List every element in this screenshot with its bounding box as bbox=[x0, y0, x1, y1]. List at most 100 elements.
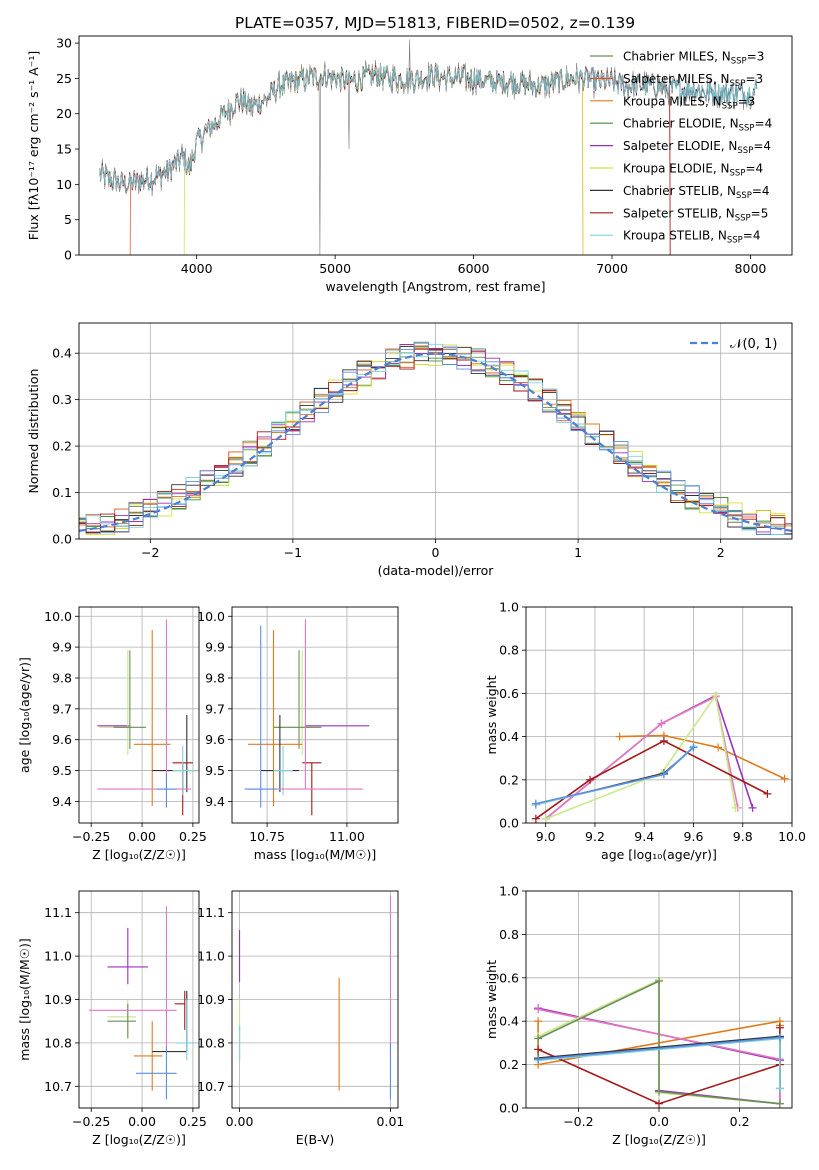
y-tick-label: 0.0 bbox=[52, 532, 72, 547]
y-axis-label: mass [log₁₀(M/M☉)] bbox=[17, 938, 32, 1060]
legend-nssp: =5 bbox=[751, 206, 769, 220]
y-axis-label: age [log₁₀(age/yr)] bbox=[17, 657, 32, 773]
x-axis-label: Z [log₁₀(Z/Z☉)] bbox=[92, 847, 186, 862]
weight-series-line bbox=[619, 734, 785, 780]
model-spectrum-line bbox=[99, 64, 584, 255]
y-tick-label: 0.1 bbox=[52, 485, 72, 500]
y-tick-label: 9.4 bbox=[52, 794, 72, 809]
x-tick-label: 9.4 bbox=[634, 829, 654, 844]
charts-layer: 4000 5000 6000 7000 8000051015202530waveleng… bbox=[17, 35, 806, 1147]
x-axis-label: mass [log₁₀(M/M☉)] bbox=[254, 847, 376, 862]
y-tick-label: 11.1 bbox=[197, 905, 225, 920]
histogram-step bbox=[79, 345, 792, 528]
x-tick-label: −1 bbox=[284, 545, 302, 560]
weight-series-line bbox=[535, 745, 695, 806]
y-tick-label: 9.8 bbox=[205, 670, 225, 685]
y-tick-label: 10.0 bbox=[44, 609, 72, 624]
weight-vs-age-panel: 9.0 9.2 9.4 9.6 9.8 10.0 0.0 0.2 0.4 0.6 0.8 1.0 age… bbox=[484, 600, 806, 863]
x-axis-label: (data-model)/error bbox=[378, 563, 495, 578]
x-tick-label: 0.01 bbox=[377, 1114, 405, 1129]
legend-nssp: =3 bbox=[747, 50, 765, 64]
y-tick-label: 0.4 bbox=[499, 1014, 519, 1029]
weight-series-line bbox=[535, 746, 695, 805]
y-tick-label: 0.2 bbox=[499, 1057, 519, 1072]
spectrum-panel: 4000 5000 6000 7000 8000 0 5 10 15 20 25 30 waveleng… bbox=[26, 35, 793, 294]
legend-nssp: =3 bbox=[745, 72, 763, 86]
x-tick-label: 1 bbox=[574, 545, 582, 560]
y-tick-label: 11.0 bbox=[44, 949, 72, 964]
x-tick-label: 6000 bbox=[458, 261, 490, 276]
y-tick-label: 0.4 bbox=[499, 729, 519, 744]
residuals-panel: −2 −1 0 1 2 0.0 0.1 0.2 0.3 0.4 (data-model)/error… bbox=[26, 322, 793, 578]
x-tick-label: 7000 bbox=[596, 261, 628, 276]
errorbar-points bbox=[89, 906, 197, 1100]
mass-vs-Z-panel: −0.25 0.00 0.25 10.7 10.8 10.9 11.0 11.1 Z [log₁… bbox=[17, 890, 207, 1147]
axes-frame bbox=[231, 890, 399, 1109]
legend-subscript: SSP bbox=[730, 169, 746, 179]
y-tick-label: 10.8 bbox=[197, 1035, 225, 1050]
y-tick-label: 9.7 bbox=[205, 701, 225, 716]
y-tick-label: 9.6 bbox=[205, 732, 225, 747]
legend-label: Kroupa STELIB, NSSP=4 bbox=[623, 229, 761, 246]
legend-label: Chabrier ELODIE, NSSP=4 bbox=[623, 117, 772, 134]
x-tick-label: 9.8 bbox=[733, 829, 753, 844]
legend-subscript: SSP bbox=[735, 213, 751, 223]
legend-subscript: SSP bbox=[737, 146, 753, 156]
legend-model-name: Kroupa MILES, N bbox=[623, 94, 722, 108]
weight-series-line bbox=[545, 695, 739, 820]
y-tick-label: 0.6 bbox=[499, 686, 519, 701]
legend-model-name: Kroupa ELODIE, N bbox=[623, 162, 730, 176]
legend-model-name: Chabrier STELIB, N bbox=[623, 184, 736, 198]
y-tick-label: 30 bbox=[56, 36, 72, 51]
y-tick-label: 10 bbox=[56, 177, 72, 192]
legend-label: Salpeter MILES, NSSP=3 bbox=[623, 72, 763, 89]
y-tick-label: 25 bbox=[56, 71, 72, 86]
legend-nssp: =4 bbox=[743, 229, 761, 243]
legend-subscript: SSP bbox=[730, 79, 746, 89]
y-tick-label: 9.6 bbox=[52, 732, 72, 747]
figure-title: PLATE=0357, MJD=51813, FIBERID=0502, z=0… bbox=[235, 14, 635, 32]
axes-frame bbox=[78, 890, 200, 1109]
axes-frame bbox=[525, 606, 793, 824]
legend-label: Kroupa ELODIE, NSSP=4 bbox=[623, 162, 763, 179]
legend-label: 𝒩(0, 1) bbox=[730, 337, 777, 352]
x-tick-label: 0 bbox=[432, 545, 440, 560]
x-tick-label: 0.0 bbox=[649, 1114, 669, 1129]
y-tick-label: 9.7 bbox=[52, 701, 72, 716]
weight-vs-Z-panel: −0.2 0.0 0.2 0.0 0.2 0.4 0.6 0.8 1.0 Z [log₁₀(Z/Z… bbox=[484, 884, 793, 1147]
y-tick-label: 9.5 bbox=[205, 763, 225, 778]
x-tick-label: 0.00 bbox=[128, 1114, 156, 1129]
x-axis-label: Z [log₁₀(Z/Z☉)] bbox=[612, 1132, 706, 1147]
histogram-lines bbox=[79, 341, 792, 535]
x-axis-label: wavelength [Angstrom, rest frame] bbox=[325, 279, 545, 294]
x-tick-label: −2 bbox=[141, 545, 159, 560]
y-axis-label: mass weight bbox=[484, 960, 499, 1039]
x-tick-label: 0.00 bbox=[128, 829, 156, 844]
histogram-step bbox=[79, 343, 792, 535]
legend-subscript: SSP bbox=[736, 191, 752, 201]
errorbar-points bbox=[97, 619, 197, 816]
legend-label: Chabrier STELIB, NSSP=4 bbox=[623, 184, 770, 201]
y-tick-label: 20 bbox=[56, 106, 72, 121]
legend-nssp: =3 bbox=[738, 94, 756, 108]
y-axis-label: Flux [fλ10⁻¹⁷ erg cm⁻² s⁻¹ A⁻¹] bbox=[26, 51, 41, 240]
x-tick-label: 10.0 bbox=[778, 829, 806, 844]
x-axis-label: Z [log₁₀(Z/Z☉)] bbox=[92, 1132, 186, 1147]
y-tick-label: 1.0 bbox=[499, 884, 519, 899]
y-tick-label: 10.0 bbox=[197, 609, 225, 624]
y-tick-label: 15 bbox=[56, 142, 72, 157]
x-tick-label: −0.25 bbox=[72, 1114, 110, 1129]
x-tick-label: 0.25 bbox=[179, 1114, 207, 1129]
legend-nssp: =4 bbox=[752, 184, 770, 198]
age-vs-mass-panel: 10.75 11.00 9.4 9.5 9.6 9.7 9.8 9.9 10.0 mass [lo… bbox=[197, 606, 399, 862]
weight-series-line bbox=[538, 1036, 780, 1060]
weight-series bbox=[531, 691, 789, 823]
y-tick-label: 11.1 bbox=[44, 905, 72, 920]
model-spectrum-line bbox=[99, 63, 758, 195]
axes-frame bbox=[231, 606, 399, 824]
x-tick-label: 5000 bbox=[319, 261, 351, 276]
legend-subscript: SSP bbox=[731, 57, 747, 67]
x-axis-label: E(B-V) bbox=[296, 1132, 335, 1147]
x-tick-label: 10.75 bbox=[249, 829, 285, 844]
